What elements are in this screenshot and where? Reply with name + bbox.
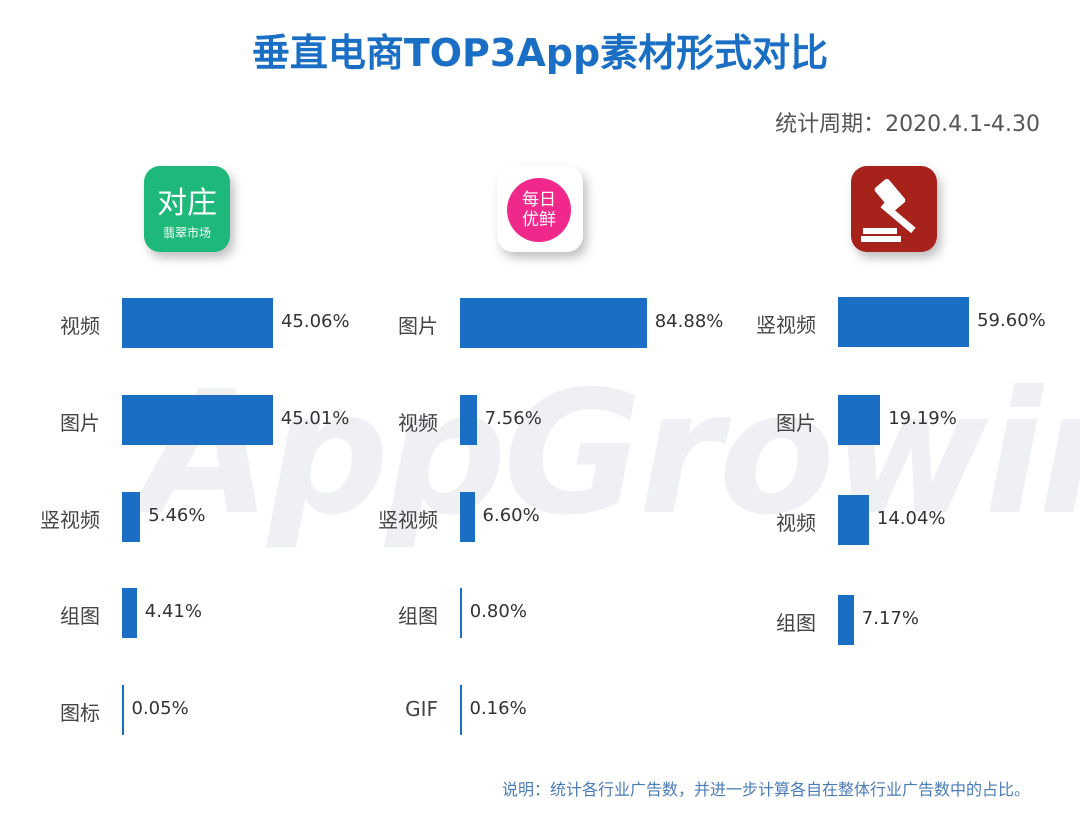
bar — [838, 595, 854, 645]
chart-title: 垂直电商TOP3App素材形式对比 — [251, 31, 829, 75]
category-label: 组图 — [398, 604, 438, 628]
bar — [460, 685, 462, 735]
category-label: GIF — [405, 697, 438, 721]
data-label: 7.56% — [484, 408, 542, 429]
data-label: 59.60% — [977, 310, 1046, 331]
data-label: 14.04% — [876, 508, 946, 529]
watermark: AppGrowing — [140, 355, 1080, 553]
data-label: 45.01% — [280, 408, 350, 429]
bar — [460, 492, 475, 542]
bar — [122, 298, 273, 348]
app-icon-subtext: 优鲜 — [522, 210, 556, 230]
bar — [838, 495, 869, 545]
app-icon-text: 每日 — [522, 190, 556, 210]
data-label: 7.17% — [861, 608, 919, 629]
data-label: 6.60% — [482, 505, 540, 526]
bar — [838, 395, 881, 445]
duizhuang-app-icon: 对庄 翡翠市场 — [144, 166, 230, 252]
period-label: 统计周期：2020.4.1-4.30 — [775, 112, 1040, 137]
app-icon-text: 对庄 — [157, 186, 217, 221]
category-label: 组图 — [60, 604, 100, 628]
data-label: 4.41% — [144, 601, 202, 622]
bar — [838, 297, 970, 347]
bar — [122, 685, 124, 735]
auction-hammer-icon — [861, 178, 916, 242]
bar — [122, 588, 137, 638]
category-label: 图片 — [776, 411, 816, 435]
bar — [122, 395, 273, 445]
footnote: 说明：统计各行业广告数，并进一步计算各自在整体行业广告数中的占比。 — [501, 780, 1030, 799]
bar — [122, 492, 141, 542]
bar — [460, 298, 647, 348]
app-icon-subtext: 翡翠市场 — [162, 226, 211, 240]
category-label: 视频 — [398, 411, 438, 435]
data-label: 0.16% — [469, 698, 527, 719]
data-label: 45.06% — [280, 311, 350, 332]
meiriyouxian-app-icon: 每日 优鲜 — [497, 166, 583, 252]
data-label: 84.88% — [654, 311, 724, 332]
data-label: 0.80% — [469, 601, 527, 622]
data-label: 0.05% — [131, 698, 189, 719]
data-label: 5.46% — [148, 505, 206, 526]
category-label: 竖视频 — [40, 508, 100, 532]
category-label: 视频 — [776, 511, 816, 535]
category-label: 组图 — [776, 611, 816, 635]
data-label: 19.19% — [888, 408, 957, 429]
category-label: 视频 — [60, 314, 100, 338]
bar — [460, 395, 477, 445]
bar — [460, 588, 462, 638]
category-label: 竖视频 — [756, 313, 816, 337]
category-label: 图标 — [60, 701, 100, 725]
auction-app-icon — [851, 166, 937, 252]
category-label: 图片 — [398, 314, 438, 338]
category-label: 竖视频 — [378, 508, 438, 532]
category-label: 图片 — [60, 411, 100, 435]
